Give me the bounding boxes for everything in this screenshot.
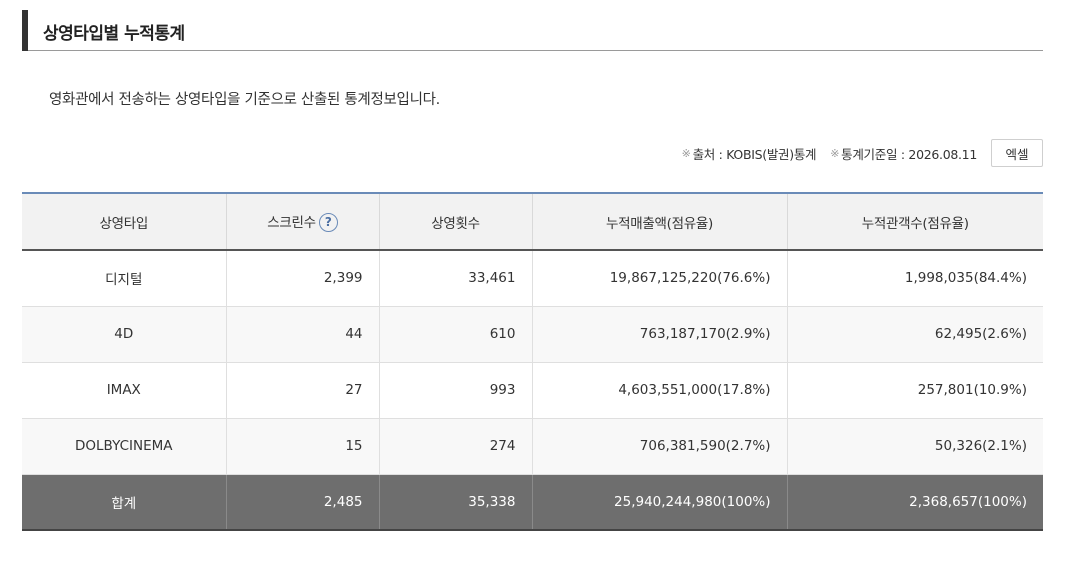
cell-screens: 27	[225, 362, 379, 419]
table-row: IMAX 27 993 4,603,551,000(17.8%) 257,801…	[22, 362, 1043, 419]
cell-type: 4D	[22, 306, 226, 363]
cell-sales: 4,603,551,000(17.8%)	[531, 362, 787, 419]
cell-sales: 706,381,590(2.7%)	[531, 418, 787, 475]
cell-screens: 44	[225, 306, 379, 363]
cell-shows: 993	[378, 362, 532, 419]
screening-type-stats-table: 상영타입 스크린수? 상영횟수 누적매출액(점유율) 누적관객수(점유율) 디지…	[22, 192, 1043, 531]
cell-screens: 2,399	[225, 250, 379, 307]
cell-shows: 610	[378, 306, 532, 363]
note-mark: ※	[681, 146, 691, 160]
excel-download-button[interactable]: 엑셀	[991, 139, 1043, 167]
total-audience: 2,368,657(100%)	[786, 474, 1043, 531]
meta-row: ※ 출처 : KOBIS(발권)통계 ※ 통계기준일 : 2026.08.11 …	[682, 139, 1043, 167]
section-header: 상영타입별 누적통계	[22, 10, 1043, 51]
section-title: 상영타입별 누적통계	[43, 24, 185, 44]
header-screening-type: 상영타입	[22, 193, 226, 251]
header-audience: 누적관객수(점유율)	[786, 193, 1043, 251]
table-header-row: 상영타입 스크린수? 상영횟수 누적매출액(점유율) 누적관객수(점유율)	[22, 193, 1043, 251]
section-title-bar	[22, 10, 28, 51]
header-shows: 상영횟수	[378, 193, 532, 251]
help-icon[interactable]: ?	[318, 213, 338, 233]
note-mark: ※	[830, 146, 840, 160]
source-note: ※ 출처 : KOBIS(발권)통계	[682, 144, 817, 163]
cell-audience: 50,326(2.1%)	[786, 418, 1043, 475]
cell-audience: 257,801(10.9%)	[786, 362, 1043, 419]
base-date-text: 통계기준일 : 2026.08.11	[841, 146, 977, 162]
section-description: 영화관에서 전송하는 상영타입을 기준으로 산출된 통계정보입니다.	[49, 92, 440, 108]
total-shows: 35,338	[378, 474, 532, 531]
header-screens-label: 스크린수	[267, 214, 316, 231]
cell-sales: 19,867,125,220(76.6%)	[531, 250, 787, 307]
cell-sales: 763,187,170(2.9%)	[531, 306, 787, 363]
header-screens: 스크린수?	[225, 193, 379, 251]
cell-screens: 15	[225, 418, 379, 475]
cell-shows: 33,461	[378, 250, 532, 307]
base-date-note: ※ 통계기준일 : 2026.08.11	[830, 144, 977, 163]
cell-type: DOLBYCINEMA	[22, 418, 226, 475]
total-screens: 2,485	[225, 474, 379, 531]
header-sales: 누적매출액(점유율)	[531, 193, 787, 251]
total-sales: 25,940,244,980(100%)	[531, 474, 787, 531]
total-type: 합계	[22, 474, 226, 531]
table-row: 4D 44 610 763,187,170(2.9%) 62,495(2.6%)	[22, 306, 1043, 363]
cell-audience: 1,998,035(84.4%)	[786, 250, 1043, 307]
cell-type: 디지털	[22, 250, 226, 307]
source-text: 출처 : KOBIS(발권)통계	[692, 146, 817, 162]
cell-shows: 274	[378, 418, 532, 475]
table-row: DOLBYCINEMA 15 274 706,381,590(2.7%) 50,…	[22, 418, 1043, 475]
table-row: 디지털 2,399 33,461 19,867,125,220(76.6%) 1…	[22, 250, 1043, 307]
table-total-row: 합계 2,485 35,338 25,940,244,980(100%) 2,3…	[22, 474, 1043, 531]
cell-audience: 62,495(2.6%)	[786, 306, 1043, 363]
cell-type: IMAX	[22, 362, 226, 419]
